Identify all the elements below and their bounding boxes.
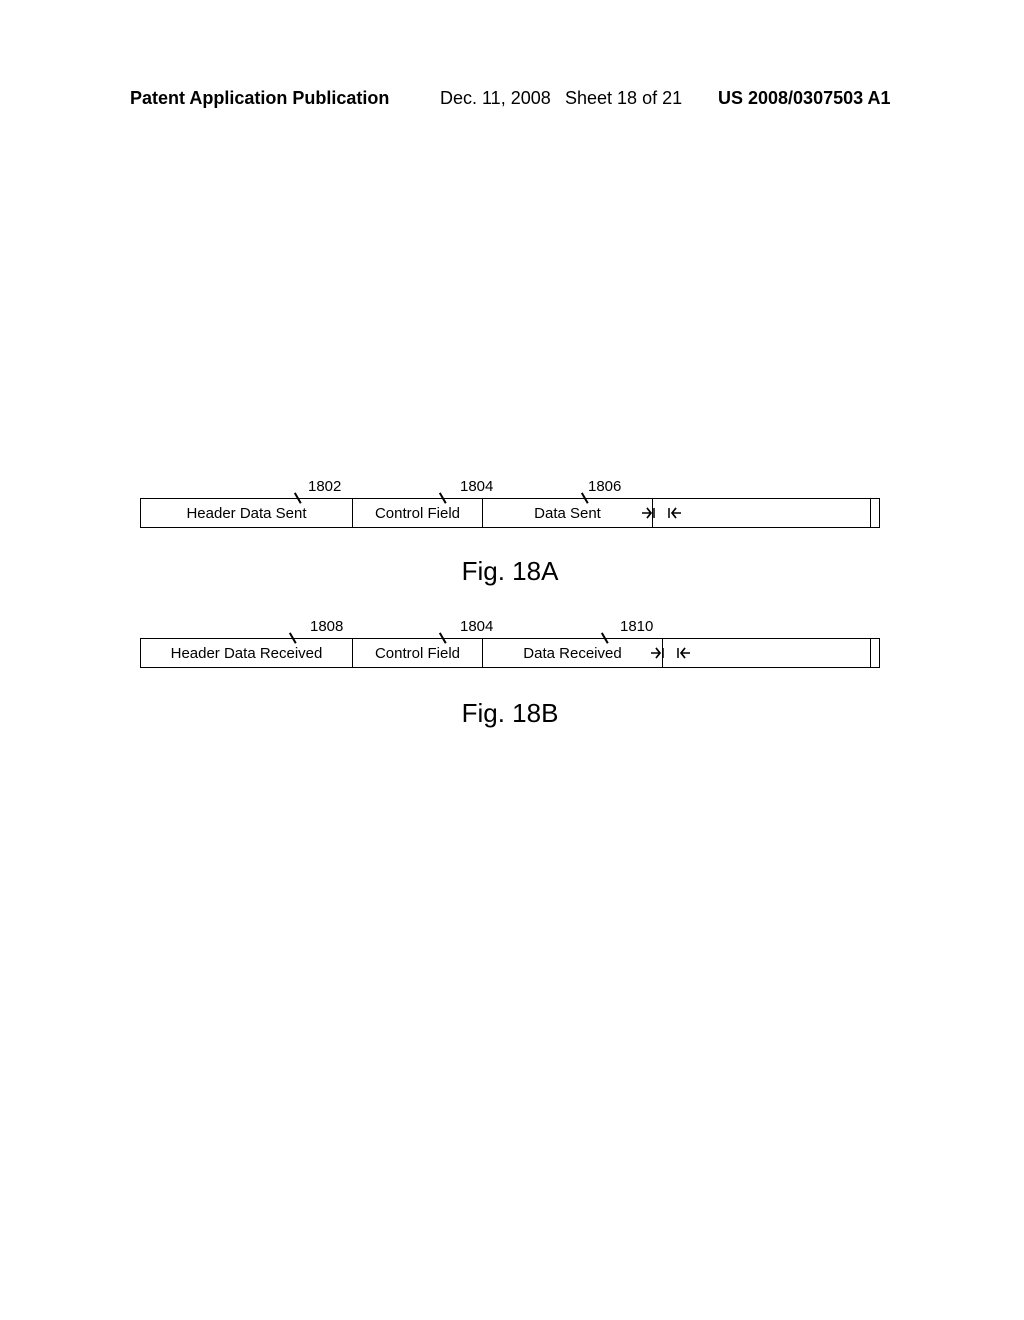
data-received-cell: Data Received (483, 639, 663, 667)
publication-number: US 2008/0307503 A1 (718, 88, 890, 109)
header-data-received-cell: Header Data Received (141, 639, 353, 667)
header-data-sent-cell: Header Data Sent (141, 499, 353, 527)
ref-1804: 1804 (460, 618, 493, 635)
fig-b-caption: Fig. 18B (140, 698, 880, 729)
ref-1806: 1806 (588, 478, 621, 495)
ref-1802: 1802 (308, 478, 341, 495)
data-sent-cell: Data Sent (483, 499, 653, 527)
fig-a-packet: Header Data SentControl FieldData Sent (140, 498, 880, 528)
publication-date: Dec. 11, 2008 (440, 88, 551, 109)
ref-1804: 1804 (460, 478, 493, 495)
fig-a-labels: 1802 1804 1806 (140, 478, 1024, 498)
trailing-cell-b (663, 639, 871, 667)
ref-1808: 1808 (310, 618, 343, 635)
fig-b-labels: 1808 1804 1810 (140, 618, 1024, 638)
control-field-cell-b: Control Field (353, 639, 483, 667)
publication-label: Patent Application Publication (130, 88, 389, 109)
control-field-cell: Control Field (353, 499, 483, 527)
ref-1810: 1810 (620, 618, 653, 635)
trailing-cell (653, 499, 871, 527)
sheet-info: Sheet 18 of 21 (565, 88, 682, 109)
fig-a-caption: Fig. 18A (140, 556, 880, 587)
fig-b-packet: Header Data ReceivedControl FieldData Re… (140, 638, 880, 668)
